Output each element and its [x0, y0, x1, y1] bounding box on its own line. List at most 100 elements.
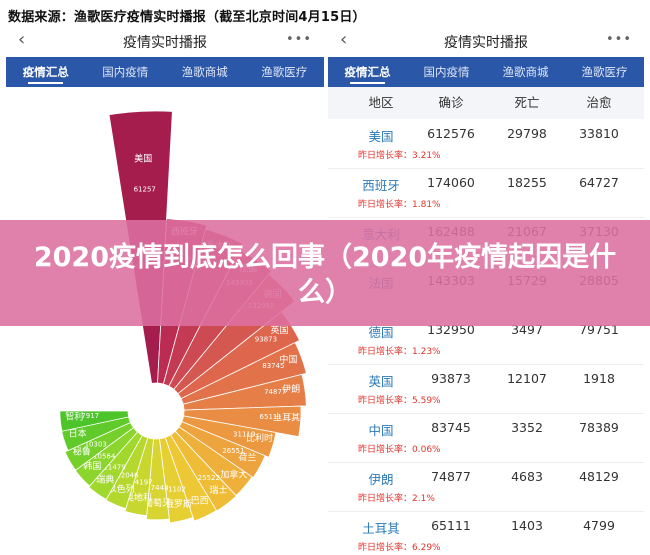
title-banner	[0, 220, 650, 326]
back-chevron-icon[interactable]: ‹	[18, 29, 26, 50]
tab-bar: 疫情汇总 国内疫情 渔歌商城 渔歌医疗	[328, 57, 644, 87]
growth-prefix: 昨日增长率：	[358, 543, 413, 553]
growth-prefix: 昨日增长率：	[358, 445, 413, 455]
slice-name-label: 葡萄牙	[144, 497, 171, 509]
slice-value-label: 74877	[264, 388, 286, 396]
slice-name-label: 奥地利	[125, 491, 152, 503]
confirmed-value: 74877	[431, 469, 471, 484]
slice-value-label: 65111	[260, 413, 282, 421]
table-row[interactable]: 伊朗 74877 4683 48129 昨日增长率：2.1%	[328, 462, 644, 512]
slice-value-label: 26551	[222, 447, 244, 455]
cured-value: 4799	[583, 518, 615, 533]
more-dots-icon[interactable]: •••	[285, 32, 312, 47]
page-title: 疫情实时播报	[444, 35, 528, 51]
growth-value: 2.1%	[412, 494, 435, 504]
growth-prefix: 昨日增长率：	[358, 494, 413, 504]
tab-medical[interactable]: 渔歌医疗	[261, 65, 308, 79]
tab-domestic[interactable]: 国内疫情	[423, 65, 470, 79]
cured-value: 48129	[579, 469, 619, 484]
more-dots-icon[interactable]: •••	[605, 32, 632, 47]
region-name: 德国	[368, 325, 394, 340]
slice-name-label: 以色列	[108, 483, 135, 495]
slice-value-label: 83745	[262, 362, 284, 370]
slice-value-label: 17448	[146, 484, 168, 492]
slice-name-label: 伊朗	[282, 383, 300, 395]
slice-value-label: 93873	[255, 336, 277, 344]
tab-mall[interactable]: 渔歌商城	[502, 65, 549, 79]
growth-value: 3.21%	[412, 151, 441, 161]
slice-value-label: 25522	[198, 474, 220, 482]
slice-value-label: 61257	[134, 185, 156, 193]
cured-value: 78389	[579, 420, 619, 435]
region-name: 美国	[368, 129, 394, 144]
tab-summary[interactable]: 疫情汇总	[328, 57, 407, 87]
growth-prefix: 昨日增长率：	[358, 151, 413, 161]
growth-value: 0.06%	[412, 445, 441, 455]
deaths-value: 29798	[507, 126, 547, 141]
source-caption: 数据来源：渔歌医疗疫情实时播报（截至北京时间4月15日）	[8, 10, 366, 25]
table-row[interactable]: 英国 93873 12107 1918 昨日增长率：5.59%	[328, 364, 644, 414]
growth-rate: 昨日增长率：5.59%	[358, 393, 441, 406]
slice-value-label: 10564	[93, 452, 116, 460]
cured-value: 64727	[579, 175, 619, 190]
region-name: 伊朗	[368, 472, 394, 487]
back-chevron-icon[interactable]: ‹	[340, 29, 348, 50]
cured-value: 1918	[583, 371, 615, 386]
table-row[interactable]: 中国 83745 3352 78389 昨日增长率：0.06%	[328, 413, 644, 463]
slice-name-label: 英国	[270, 324, 288, 336]
slice-value-label: 14197	[130, 479, 152, 487]
growth-rate: 昨日增长率：1.23%	[358, 344, 441, 357]
confirmed-value: 83745	[431, 420, 471, 435]
tab-summary[interactable]: 疫情汇总	[6, 57, 86, 87]
tab-mall[interactable]: 渔歌商城	[181, 65, 228, 79]
page-title: 疫情实时播报	[123, 35, 207, 51]
deaths-value: 18255	[507, 175, 547, 190]
header-confirmed: 确诊	[438, 95, 464, 110]
deaths-value: 12107	[507, 371, 547, 386]
growth-prefix: 昨日增长率：	[358, 200, 413, 210]
slice-name-label: 日本	[69, 428, 87, 440]
table-row[interactable]: 西班牙 174060 18255 64727 昨日增长率：1.81%	[328, 168, 644, 218]
table-header: 地区 确诊 死亡 治愈	[328, 87, 644, 119]
slice-value-label: 11479	[103, 463, 125, 471]
growth-value: 5.59%	[412, 396, 441, 406]
growth-rate: 昨日增长率：0.06%	[358, 442, 441, 455]
slice-value-label: 31119	[233, 431, 255, 439]
region-name: 中国	[368, 423, 394, 438]
growth-value: 1.23%	[412, 347, 441, 357]
confirmed-value: 93873	[431, 371, 471, 386]
deaths-value: 1403	[511, 518, 543, 533]
table-row[interactable]: 土耳其 65111 1403 4799 昨日增长率：6.29%	[328, 511, 644, 555]
slice-name-label: 智利	[65, 411, 83, 423]
slice-name-label: 加拿大	[220, 469, 247, 481]
cured-value: 33810	[579, 126, 619, 141]
growth-rate: 昨日增长率：1.81%	[358, 197, 441, 210]
region-name: 英国	[368, 374, 394, 389]
chart-center-hole	[128, 383, 184, 439]
tab-bar: 疫情汇总 国内疫情 渔歌商城 渔歌医疗	[6, 57, 324, 87]
slice-name-label: 俄罗斯	[165, 498, 192, 510]
slice-value-label: 7917	[81, 412, 99, 420]
slice-name-label: 秘鲁	[73, 445, 91, 457]
slice-value-label: 12046	[116, 471, 139, 479]
growth-prefix: 昨日增长率：	[358, 347, 413, 357]
title-bar: ‹ 疫情实时播报 •••	[328, 26, 644, 56]
growth-rate: 昨日增长率：2.1%	[358, 491, 435, 504]
slice-name-label: 巴西	[191, 496, 209, 507]
slice-name-label: 瑞士	[209, 484, 227, 496]
slice-value-label: 10303	[85, 440, 107, 448]
tab-medical[interactable]: 渔歌医疗	[581, 65, 628, 79]
growth-value: 1.81%	[412, 200, 441, 210]
title-bar: ‹ 疫情实时播报 •••	[6, 26, 324, 56]
growth-value: 6.29%	[412, 543, 441, 553]
slice-name-label: 韩国	[83, 460, 101, 472]
tab-domestic[interactable]: 国内疫情	[102, 65, 149, 79]
growth-prefix: 昨日增长率：	[358, 396, 413, 406]
header-deaths: 死亡	[514, 95, 540, 110]
header-region: 地区	[368, 95, 394, 110]
table-row[interactable]: 美国 612576 29798 33810 昨日增长率：3.21%	[328, 119, 644, 169]
confirmed-value: 612576	[427, 126, 475, 141]
slice-name-label: 荷兰	[238, 451, 256, 463]
slice-name-label: 美国	[134, 152, 152, 164]
confirmed-value: 174060	[427, 175, 475, 190]
